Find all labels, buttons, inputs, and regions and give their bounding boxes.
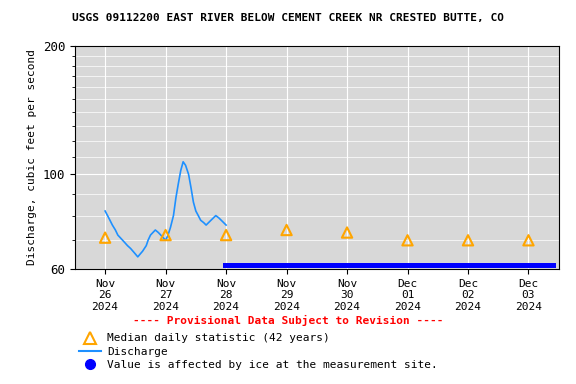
- Point: [524, 237, 533, 243]
- Text: USGS 09112200 EAST RIVER BELOW CEMENT CREEK NR CRESTED BUTTE, CO: USGS 09112200 EAST RIVER BELOW CEMENT CR…: [72, 13, 504, 23]
- Point: [342, 230, 351, 236]
- Point: [100, 235, 109, 241]
- Point: [282, 227, 291, 233]
- Point: [221, 232, 230, 238]
- Point: [161, 232, 170, 238]
- Point: [403, 237, 412, 243]
- Legend: Median daily statistic (42 years), Discharge, Value is affected by ice at the me: Median daily statistic (42 years), Disch…: [75, 329, 442, 375]
- Point: [463, 237, 472, 243]
- Text: ---- Provisional Data Subject to Revision ----: ---- Provisional Data Subject to Revisio…: [132, 315, 444, 326]
- Bar: [223, 263, 556, 268]
- Y-axis label: Discharge, cubic feet per second: Discharge, cubic feet per second: [27, 50, 37, 265]
